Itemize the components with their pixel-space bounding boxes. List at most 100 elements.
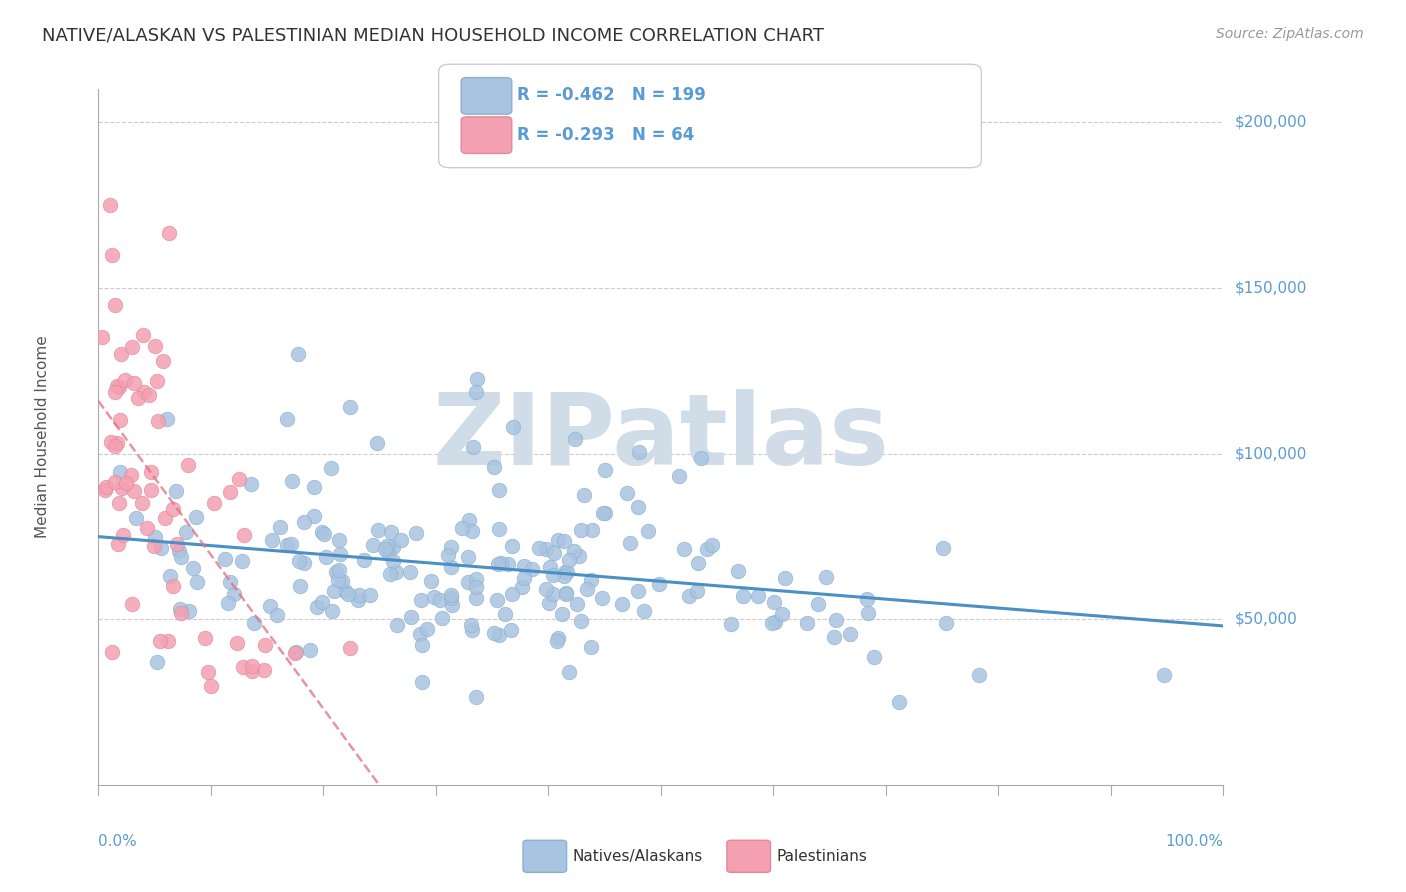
Point bbox=[375, 540, 398, 554]
Point bbox=[94, 480, 117, 494]
Point bbox=[554, 586, 576, 600]
Text: R = -0.462   N = 199: R = -0.462 N = 199 bbox=[517, 87, 706, 104]
Point bbox=[292, 557, 315, 571]
Point bbox=[108, 413, 131, 427]
Point bbox=[218, 485, 240, 500]
Point bbox=[702, 538, 724, 552]
Point bbox=[240, 659, 263, 673]
Point bbox=[194, 631, 217, 645]
Text: $150,000: $150,000 bbox=[1234, 280, 1306, 295]
Point bbox=[770, 607, 793, 621]
Point bbox=[564, 432, 586, 446]
Point bbox=[464, 591, 486, 606]
Point bbox=[581, 523, 603, 537]
Point bbox=[565, 597, 588, 611]
Point bbox=[157, 634, 180, 648]
Point bbox=[855, 592, 877, 607]
Point bbox=[541, 568, 564, 582]
Text: NATIVE/ALASKAN VS PALESTINIAN MEDIAN HOUSEHOLD INCOME CORRELATION CHART: NATIVE/ALASKAN VS PALESTINIAN MEDIAN HOU… bbox=[42, 27, 824, 45]
Point bbox=[547, 631, 569, 645]
Point bbox=[170, 607, 193, 621]
Point bbox=[222, 587, 245, 601]
Point bbox=[935, 615, 957, 630]
Point bbox=[825, 614, 848, 628]
Point bbox=[138, 387, 160, 401]
Point bbox=[111, 528, 134, 542]
Point bbox=[486, 557, 509, 571]
Point bbox=[465, 372, 488, 386]
Point bbox=[558, 553, 581, 567]
Text: Median Household Income: Median Household Income bbox=[35, 335, 49, 539]
Point bbox=[326, 573, 349, 587]
Point bbox=[382, 553, 405, 567]
Point bbox=[558, 665, 581, 680]
Point bbox=[498, 558, 520, 572]
Point bbox=[460, 623, 482, 637]
Point bbox=[510, 580, 533, 594]
Point bbox=[243, 616, 266, 631]
Point bbox=[381, 540, 404, 554]
Point bbox=[441, 599, 464, 613]
Point bbox=[672, 541, 695, 556]
Point bbox=[114, 373, 136, 387]
Point bbox=[202, 496, 225, 510]
Point bbox=[494, 607, 516, 621]
Text: 0.0%: 0.0% bbox=[98, 834, 138, 848]
Point bbox=[302, 508, 325, 523]
Point bbox=[491, 556, 513, 570]
Point bbox=[157, 226, 180, 240]
Point bbox=[287, 347, 309, 361]
Point bbox=[337, 587, 360, 601]
Point bbox=[367, 523, 389, 537]
Point bbox=[132, 328, 155, 343]
Point bbox=[553, 569, 575, 583]
Point bbox=[110, 347, 132, 361]
Text: $50,000: $50,000 bbox=[1234, 612, 1298, 627]
Point bbox=[555, 587, 578, 601]
Point bbox=[464, 573, 486, 587]
Point bbox=[167, 544, 190, 558]
Point bbox=[887, 695, 910, 709]
Point bbox=[361, 538, 384, 552]
Point bbox=[488, 628, 510, 642]
Point bbox=[232, 660, 254, 674]
Point bbox=[439, 591, 461, 605]
Point bbox=[299, 643, 322, 657]
Point bbox=[122, 376, 145, 391]
Point bbox=[389, 533, 412, 547]
Point bbox=[165, 483, 187, 498]
Point bbox=[551, 607, 574, 621]
Point bbox=[562, 543, 585, 558]
Point bbox=[534, 541, 557, 556]
Point bbox=[253, 638, 276, 652]
Point bbox=[761, 616, 783, 631]
Point bbox=[419, 574, 441, 589]
Point bbox=[627, 445, 650, 459]
Point bbox=[399, 565, 422, 579]
Point bbox=[139, 465, 162, 479]
Point bbox=[568, 549, 591, 564]
Point bbox=[555, 565, 578, 579]
Point bbox=[616, 485, 638, 500]
Point bbox=[633, 604, 655, 618]
Point bbox=[366, 436, 388, 450]
Point bbox=[668, 469, 690, 483]
Point bbox=[231, 554, 253, 568]
Point bbox=[115, 475, 138, 490]
Point bbox=[108, 465, 131, 479]
Point bbox=[482, 459, 505, 474]
Point bbox=[186, 509, 208, 524]
Point bbox=[520, 562, 543, 576]
Point bbox=[105, 379, 128, 393]
Point bbox=[457, 574, 479, 589]
Point bbox=[502, 420, 524, 434]
Point bbox=[149, 634, 172, 648]
Point bbox=[339, 641, 361, 656]
Point bbox=[353, 552, 375, 566]
Point bbox=[932, 541, 955, 555]
Point bbox=[143, 530, 166, 544]
Text: ZIPatlas: ZIPatlas bbox=[433, 389, 889, 485]
Point bbox=[322, 584, 344, 599]
Point bbox=[823, 630, 845, 644]
Point bbox=[488, 522, 510, 536]
